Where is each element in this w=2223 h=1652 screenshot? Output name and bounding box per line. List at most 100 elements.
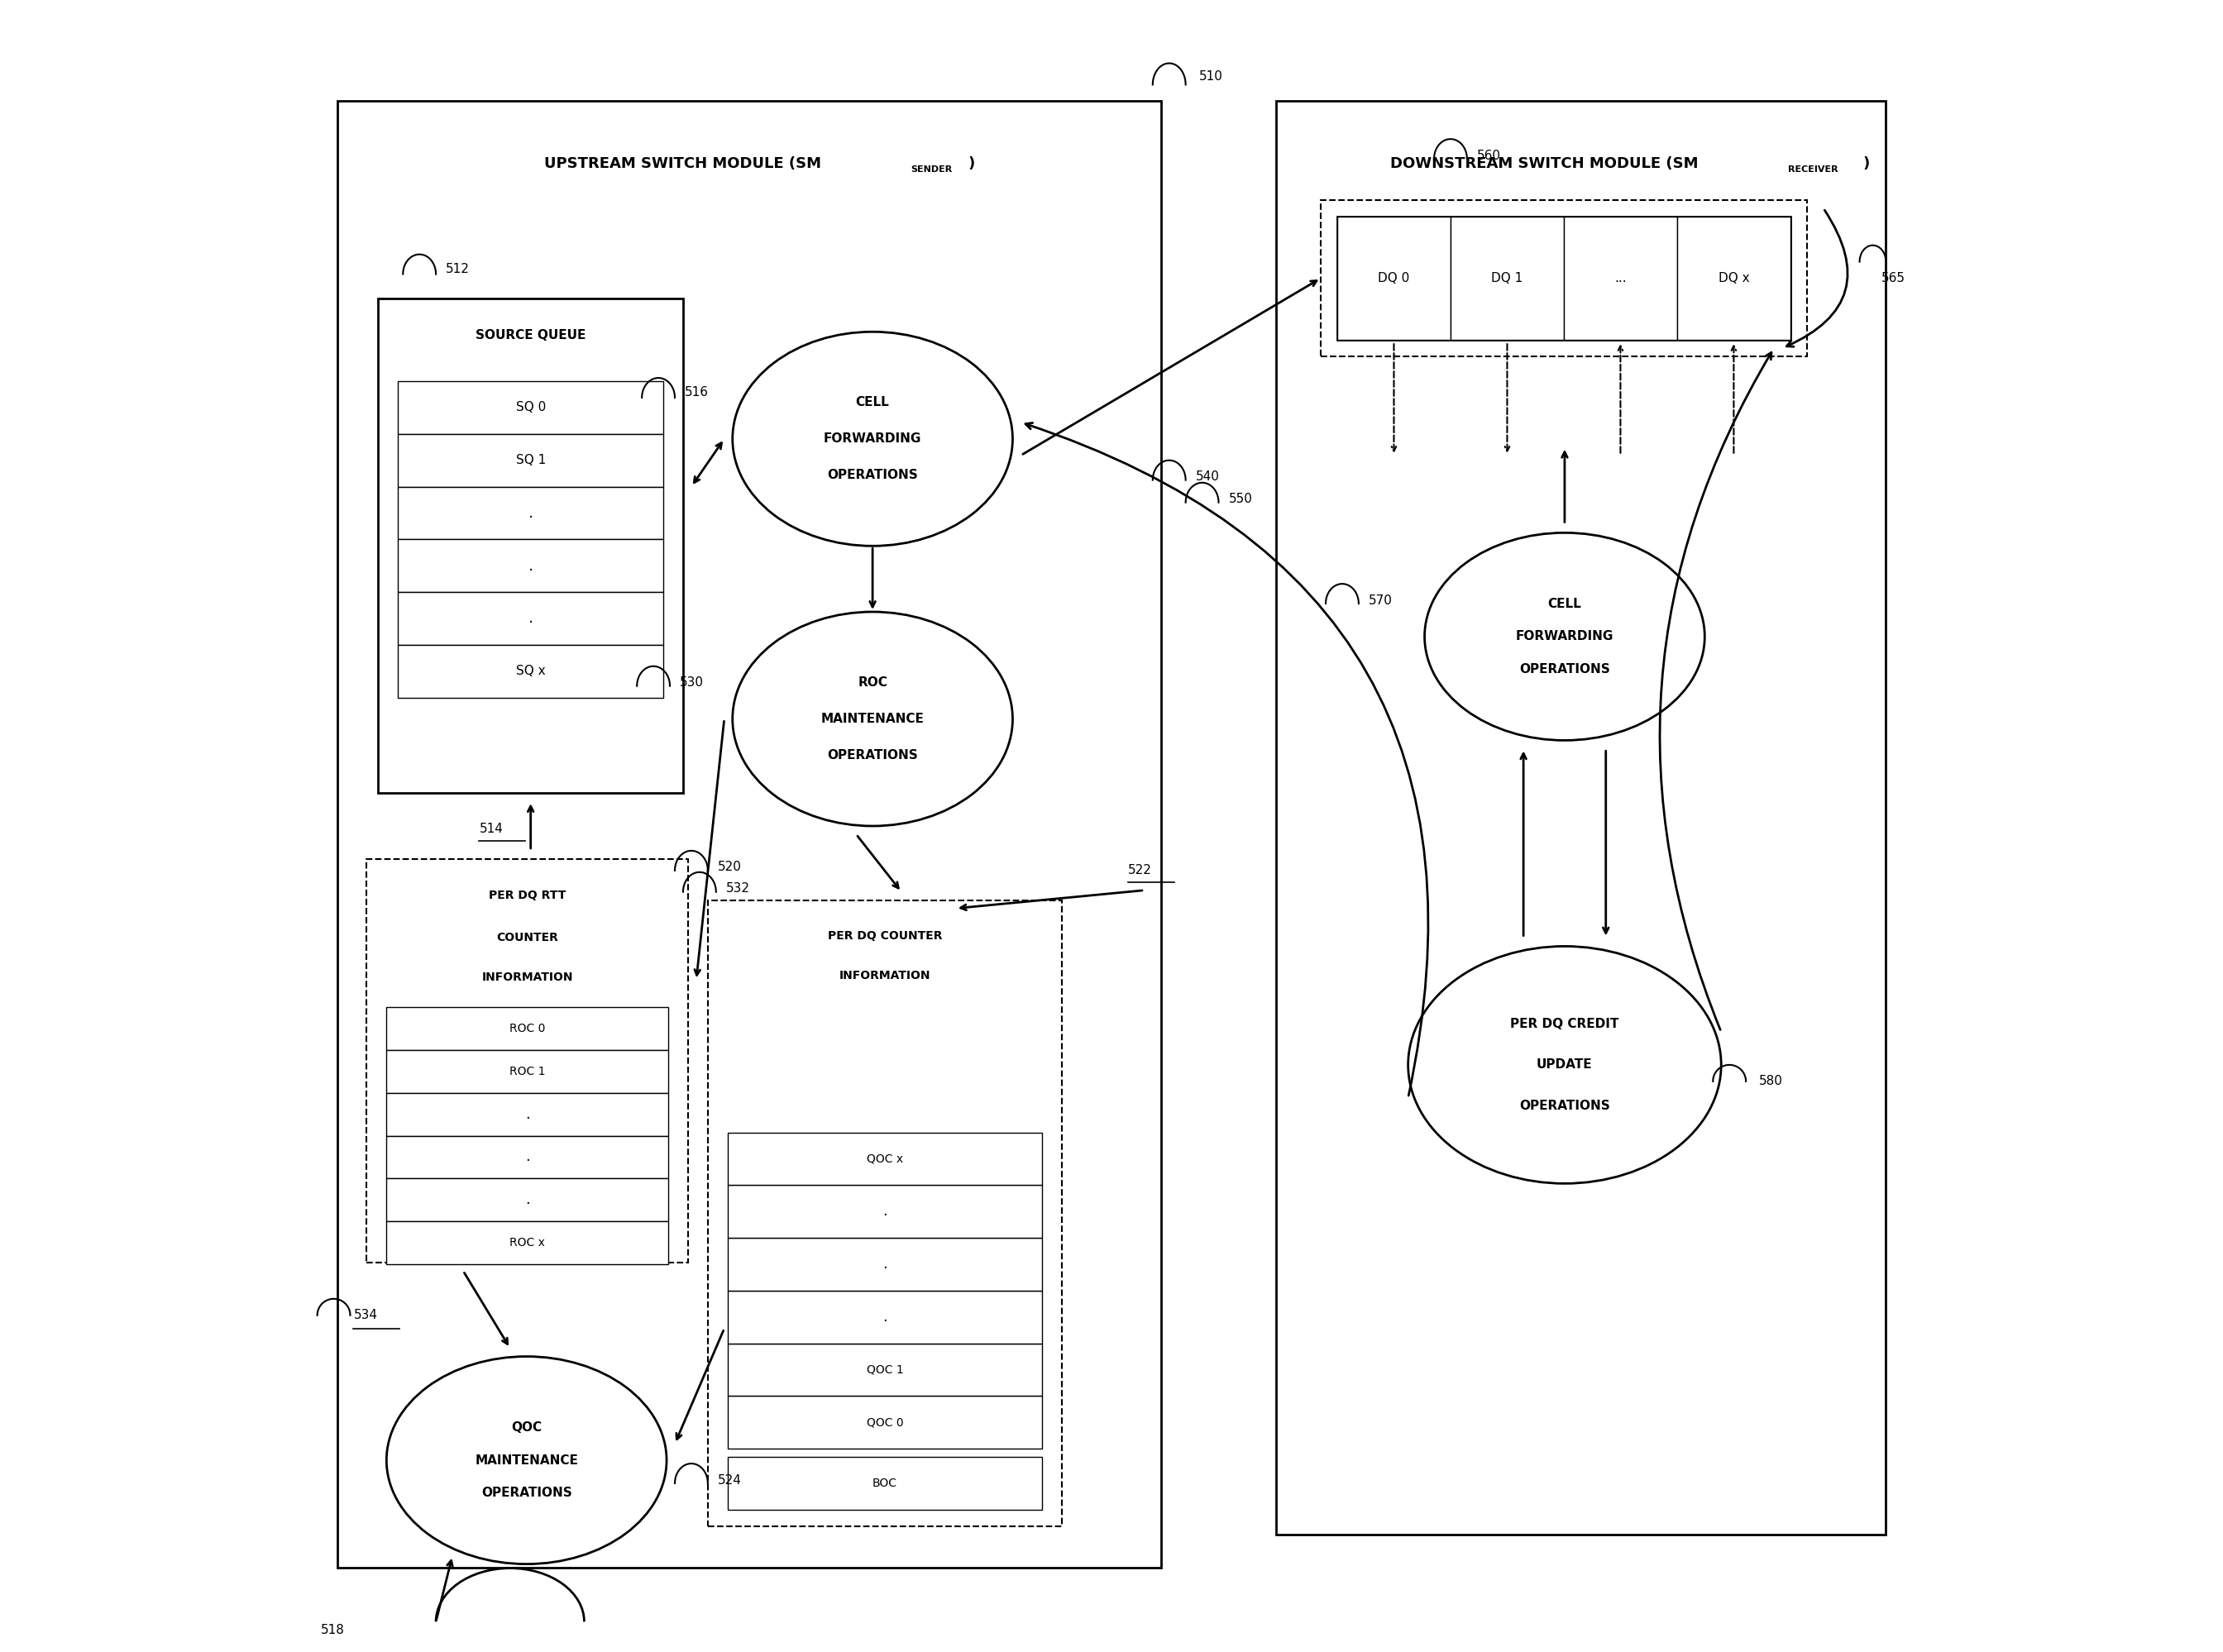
Bar bbox=[387, 1051, 669, 1094]
Text: ...: ... bbox=[1614, 273, 1627, 284]
Text: 520: 520 bbox=[718, 861, 742, 874]
Ellipse shape bbox=[734, 611, 1014, 826]
Text: OPERATIONS: OPERATIONS bbox=[827, 748, 918, 762]
Text: ): ) bbox=[1863, 157, 1870, 172]
Text: 540: 540 bbox=[1196, 471, 1220, 482]
Text: SQ x: SQ x bbox=[516, 666, 545, 677]
Text: DQ x: DQ x bbox=[1718, 273, 1750, 284]
Text: DOWNSTREAM SWITCH MODULE (SM: DOWNSTREAM SWITCH MODULE (SM bbox=[1392, 157, 1698, 172]
Bar bbox=[398, 539, 662, 591]
Bar bbox=[398, 487, 662, 539]
Bar bbox=[367, 859, 689, 1262]
Text: PER DQ RTT: PER DQ RTT bbox=[489, 889, 567, 900]
Text: QOC 0: QOC 0 bbox=[867, 1416, 903, 1427]
Bar bbox=[398, 382, 662, 434]
Text: OPERATIONS: OPERATIONS bbox=[1518, 1100, 1609, 1112]
Text: OPERATIONS: OPERATIONS bbox=[480, 1487, 571, 1500]
Text: 560: 560 bbox=[1476, 149, 1501, 162]
Text: DQ 1: DQ 1 bbox=[1492, 273, 1523, 284]
Text: 530: 530 bbox=[680, 676, 705, 689]
Bar bbox=[387, 1221, 669, 1264]
Text: PER DQ COUNTER: PER DQ COUNTER bbox=[827, 930, 943, 942]
Text: FORWARDING: FORWARDING bbox=[1516, 631, 1614, 643]
Bar bbox=[707, 900, 1063, 1526]
Text: 565: 565 bbox=[1881, 273, 1905, 284]
Text: ): ) bbox=[969, 157, 976, 172]
Text: 522: 522 bbox=[1127, 864, 1152, 877]
Text: 514: 514 bbox=[480, 823, 502, 836]
Bar bbox=[727, 1132, 1043, 1184]
Text: QOC: QOC bbox=[511, 1421, 542, 1434]
Bar bbox=[1338, 216, 1790, 340]
Text: SQ 1: SQ 1 bbox=[516, 454, 545, 466]
Text: ROC: ROC bbox=[858, 676, 887, 689]
Text: MAINTENANCE: MAINTENANCE bbox=[476, 1454, 578, 1467]
Text: COUNTER: COUNTER bbox=[496, 932, 558, 943]
Text: INFORMATION: INFORMATION bbox=[482, 971, 574, 983]
Bar bbox=[398, 434, 662, 487]
Text: SOURCE QUEUE: SOURCE QUEUE bbox=[476, 329, 587, 342]
Ellipse shape bbox=[387, 1356, 667, 1564]
Text: OPERATIONS: OPERATIONS bbox=[1518, 664, 1609, 676]
Text: SENDER: SENDER bbox=[911, 165, 951, 173]
Text: .: . bbox=[525, 1150, 529, 1165]
Bar bbox=[1338, 216, 1452, 340]
Bar bbox=[1276, 101, 1885, 1535]
Text: 550: 550 bbox=[1229, 492, 1252, 506]
Bar bbox=[398, 591, 662, 644]
Text: .: . bbox=[529, 506, 534, 520]
Text: .: . bbox=[529, 558, 534, 573]
Bar bbox=[727, 1343, 1043, 1396]
Text: CELL: CELL bbox=[856, 396, 889, 408]
Text: CELL: CELL bbox=[1547, 598, 1581, 610]
Text: SQ 0: SQ 0 bbox=[516, 401, 545, 413]
Text: INFORMATION: INFORMATION bbox=[840, 970, 931, 981]
Text: BOC: BOC bbox=[871, 1477, 898, 1488]
Bar bbox=[727, 1237, 1043, 1290]
Text: OPERATIONS: OPERATIONS bbox=[827, 469, 918, 481]
Text: 516: 516 bbox=[685, 387, 709, 398]
Text: .: . bbox=[883, 1204, 887, 1219]
Text: .: . bbox=[525, 1107, 529, 1122]
Bar bbox=[1563, 216, 1676, 340]
Bar bbox=[727, 1457, 1043, 1510]
Text: .: . bbox=[525, 1193, 529, 1208]
Bar bbox=[387, 1008, 669, 1051]
FancyArrowPatch shape bbox=[1025, 423, 1427, 1095]
Text: 580: 580 bbox=[1758, 1075, 1783, 1087]
Text: QOC x: QOC x bbox=[867, 1153, 903, 1165]
Ellipse shape bbox=[1425, 532, 1705, 740]
Text: 532: 532 bbox=[727, 882, 749, 895]
Text: 570: 570 bbox=[1369, 595, 1392, 606]
Text: FORWARDING: FORWARDING bbox=[825, 433, 923, 444]
Text: MAINTENANCE: MAINTENANCE bbox=[820, 712, 925, 725]
Text: UPSTREAM SWITCH MODULE (SM: UPSTREAM SWITCH MODULE (SM bbox=[545, 157, 823, 172]
Text: .: . bbox=[883, 1257, 887, 1272]
FancyArrowPatch shape bbox=[1661, 352, 1772, 1029]
Text: 510: 510 bbox=[1198, 71, 1223, 83]
Text: 534: 534 bbox=[353, 1308, 378, 1322]
Bar bbox=[1320, 200, 1807, 357]
Bar bbox=[727, 1290, 1043, 1343]
Text: 512: 512 bbox=[447, 263, 469, 276]
Text: PER DQ CREDIT: PER DQ CREDIT bbox=[1509, 1018, 1618, 1029]
FancyArrowPatch shape bbox=[1787, 210, 1847, 347]
Bar bbox=[378, 299, 682, 793]
Bar bbox=[1452, 216, 1563, 340]
Bar bbox=[398, 644, 662, 697]
Text: .: . bbox=[883, 1310, 887, 1325]
Bar bbox=[1676, 216, 1790, 340]
Bar bbox=[387, 1178, 669, 1221]
Text: 518: 518 bbox=[320, 1624, 345, 1635]
Text: ROC 1: ROC 1 bbox=[509, 1066, 545, 1077]
Bar bbox=[727, 1184, 1043, 1237]
Text: DQ 0: DQ 0 bbox=[1378, 273, 1409, 284]
Text: RECEIVER: RECEIVER bbox=[1790, 165, 1838, 173]
Ellipse shape bbox=[1407, 947, 1721, 1183]
Text: ROC x: ROC x bbox=[509, 1237, 545, 1249]
Bar bbox=[727, 1396, 1043, 1449]
Bar bbox=[387, 1094, 669, 1135]
Ellipse shape bbox=[734, 332, 1014, 545]
Text: ROC 0: ROC 0 bbox=[509, 1023, 545, 1034]
Text: UPDATE: UPDATE bbox=[1536, 1059, 1592, 1070]
